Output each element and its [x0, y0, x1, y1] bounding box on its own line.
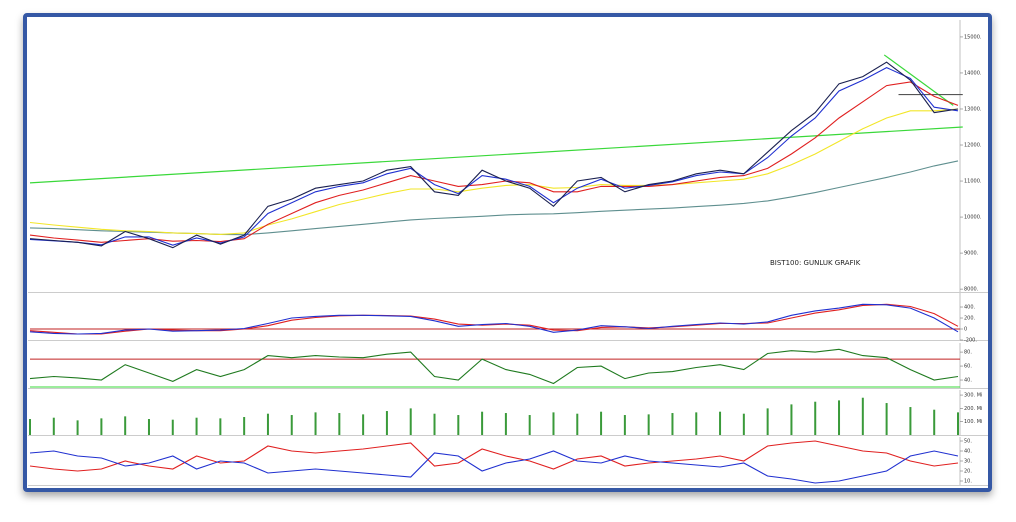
y-tick-label: 8000.	[964, 287, 979, 293]
volume-bar	[338, 413, 341, 435]
volume-bar	[647, 414, 650, 435]
volume-bar	[623, 415, 626, 435]
trend-line	[883, 54, 954, 106]
y-tick-label: 9000.	[964, 251, 979, 257]
volume-bar	[576, 413, 579, 435]
volume-bar	[243, 417, 246, 435]
y-tick-label: 12000.	[964, 143, 982, 149]
y-tick-label: 80.	[964, 350, 972, 356]
volume-bar	[600, 411, 603, 435]
series-line	[29, 348, 959, 385]
y-tick-label: 40.	[964, 449, 972, 455]
series-line	[29, 108, 959, 235]
volume-bar	[909, 407, 912, 435]
y-tick-label: 200. Mi	[964, 406, 982, 412]
volume-bar	[481, 411, 484, 435]
y-tick-label: 0	[964, 327, 967, 333]
y-tick-label: 13000.	[964, 106, 982, 112]
series-line	[29, 61, 959, 249]
volume-bar	[409, 408, 412, 435]
volume-bar	[124, 416, 127, 435]
volume-bar	[719, 411, 722, 435]
y-tick-label: 40.	[964, 378, 972, 384]
volume-bar	[885, 403, 888, 435]
series-line	[29, 303, 959, 335]
volume-bar	[861, 397, 864, 435]
volume-bar	[838, 400, 841, 435]
frame	[23, 13, 992, 492]
y-tick-label: -200.	[964, 338, 977, 344]
volume-bar	[385, 411, 388, 435]
volume-bar	[171, 419, 174, 435]
volume-bar	[814, 401, 817, 435]
volume-bar	[290, 415, 293, 435]
y-tick-label: 11000.	[964, 179, 982, 185]
volume-bar	[933, 409, 936, 435]
volume-bar	[671, 413, 674, 435]
volume-bar	[790, 404, 793, 435]
volume-bar	[266, 413, 269, 435]
volume-bar	[457, 415, 460, 435]
volume-bar	[766, 408, 769, 435]
volume-bar	[528, 415, 531, 435]
volume-bar	[957, 412, 959, 435]
y-tick-label: 300. Mi	[964, 393, 982, 399]
volume-bar	[52, 417, 55, 435]
volume-bar	[504, 413, 507, 435]
volume-bar	[147, 419, 150, 435]
volume-bar	[362, 414, 365, 435]
series-line	[29, 450, 959, 484]
y-tick-label: 200.	[964, 316, 976, 322]
volume-bar	[100, 418, 103, 435]
panes: 15000. 14000. 13000. 12000. 11000. 10000. 9000…	[28, 20, 988, 486]
y-tick-label: 100. Mi	[964, 419, 982, 425]
trend-line	[29, 126, 963, 184]
y-tick-label: 10.	[964, 479, 972, 485]
volume-bar	[433, 413, 436, 435]
y-tick-label: 10000.	[964, 215, 982, 221]
annotation: BIST100: GUNLUK GRAFIK	[770, 259, 861, 267]
volume-bar	[742, 413, 745, 435]
volume-bar	[314, 412, 317, 435]
y-tick-label: 15000.	[964, 34, 982, 40]
volume-bar	[695, 412, 698, 435]
volume-bar	[76, 420, 79, 435]
volume-bar	[29, 419, 31, 435]
y-tick-label: 60.	[964, 364, 972, 370]
y-tick-label: 50.	[964, 439, 972, 445]
y-tick-label: 20.	[964, 469, 972, 475]
y-tick-label: 400.	[964, 305, 976, 311]
y-tick-label: 14000.	[964, 70, 982, 76]
volume-bar	[219, 418, 222, 435]
y-tick-label: 30.	[964, 459, 972, 465]
volume-bar	[195, 417, 198, 435]
volume-bar	[552, 412, 555, 435]
